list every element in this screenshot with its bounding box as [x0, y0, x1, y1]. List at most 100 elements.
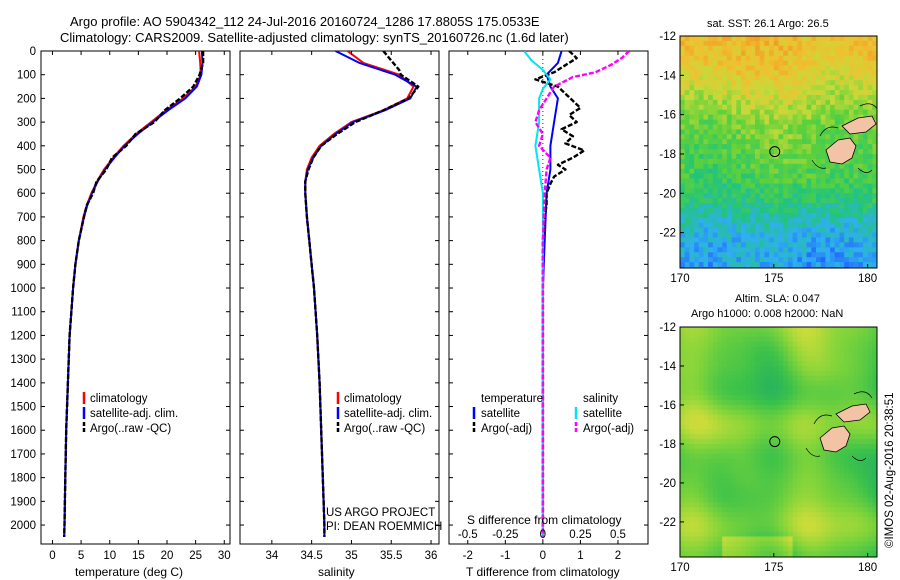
- sst-cell: [872, 65, 877, 71]
- sst-cell: [755, 104, 761, 111]
- sla-cell: [867, 448, 873, 455]
- sst-cell: [844, 212, 850, 219]
- sla-cell: [680, 541, 686, 547]
- sst-cell: [769, 252, 775, 258]
- sst-cell: [783, 252, 789, 258]
- sst-cell: [745, 124, 751, 130]
- sla-cell: [811, 380, 817, 387]
- sst-cell: [759, 85, 765, 91]
- sla-cell: [708, 497, 714, 504]
- sst-cell: [703, 95, 709, 101]
- sla-cell: [684, 473, 690, 479]
- sla-cell: [783, 361, 789, 367]
- sst-cell: [839, 257, 845, 263]
- sla-cell: [717, 356, 723, 362]
- sst-cell: [764, 208, 770, 214]
- sst-cell: [684, 227, 690, 234]
- sla-cell: [792, 507, 798, 513]
- sla-cell: [872, 453, 877, 460]
- sst-cell: [783, 154, 789, 160]
- sst-cell: [867, 193, 873, 199]
- sst-cell: [862, 237, 869, 243]
- sla-cell: [867, 351, 873, 357]
- sst-cell: [726, 193, 733, 199]
- sst-cell: [694, 217, 700, 224]
- sla-cell: [862, 366, 869, 372]
- sst-cell: [839, 168, 845, 175]
- sla-cell: [713, 561, 718, 567]
- sla-cell: [787, 551, 794, 557]
- sla-cell: [825, 424, 831, 430]
- sst-cell: [718, 272, 723, 278]
- sla-cell: [802, 375, 808, 382]
- sst-cell: [778, 45, 784, 52]
- sla-cell: [764, 502, 770, 508]
- sla-cell: [816, 478, 822, 484]
- sst-cell: [698, 178, 705, 184]
- sla-cell: [722, 375, 728, 382]
- sla-cell: [867, 380, 873, 387]
- sst-cell: [703, 60, 709, 67]
- sla-cell: [858, 492, 864, 499]
- sla-cell: [703, 414, 709, 421]
- sst-cell: [834, 198, 841, 204]
- sst-cell: [811, 163, 817, 170]
- sla-cell: [712, 546, 719, 552]
- sla-cell: [834, 502, 841, 508]
- sla-cell: [736, 375, 742, 382]
- sla-cell: [698, 521, 705, 528]
- sla-cell: [722, 429, 728, 435]
- sst-cell: [806, 163, 812, 170]
- sla-cell: [867, 434, 873, 440]
- sst-cell: [787, 104, 794, 111]
- sla-cell: [816, 502, 822, 508]
- sla-cell: [862, 458, 869, 465]
- sst-cell: [722, 50, 728, 57]
- sst-cell: [680, 139, 686, 145]
- sst-cell: [820, 114, 826, 121]
- sla-cell: [858, 434, 864, 440]
- sst-cell: [806, 60, 812, 67]
- sst-cell: [741, 40, 747, 47]
- sla-cell: [717, 468, 723, 474]
- sst-cell: [787, 45, 794, 52]
- sst-cell: [787, 40, 794, 47]
- sst-cell: [853, 85, 859, 91]
- sla-cell: [755, 453, 761, 460]
- sst-cell: [712, 55, 719, 62]
- sla-cell: [769, 395, 775, 401]
- sst-cell: [820, 60, 826, 67]
- sla-cell: [797, 541, 803, 547]
- sla-cell: [717, 434, 723, 440]
- sla-cell: [680, 468, 686, 474]
- sla-cell: [726, 473, 733, 479]
- sla-cell: [680, 331, 686, 338]
- sst-cell: [684, 232, 690, 239]
- sst-cell: [680, 60, 686, 67]
- sla-cell: [741, 395, 747, 401]
- sla-cell: [759, 439, 765, 445]
- sst-cell: [867, 154, 873, 160]
- sst-cell: [811, 252, 817, 258]
- sst-cell: [717, 242, 723, 248]
- sst-cell: [708, 119, 714, 126]
- depth-tick-label: 500: [17, 165, 36, 177]
- x-tick-label: 30: [218, 550, 231, 562]
- sst-cell: [867, 237, 873, 243]
- sla-cell: [745, 414, 751, 421]
- sst-cell: [811, 208, 817, 214]
- sla-cell: [717, 507, 723, 513]
- sst-cell: [755, 60, 761, 67]
- sla-cell: [872, 370, 877, 377]
- sla-cell: [816, 448, 822, 455]
- sla-cell: [792, 385, 798, 391]
- sst-cell: [764, 242, 770, 248]
- sla-cell: [755, 473, 761, 479]
- sla-cell: [806, 341, 812, 348]
- sst-cell: [806, 90, 812, 96]
- sst-cell: [783, 80, 789, 86]
- sst-cell: [712, 134, 719, 140]
- sst-cell: [811, 178, 817, 184]
- sla-cell: [806, 385, 812, 391]
- sla-cell: [778, 331, 784, 338]
